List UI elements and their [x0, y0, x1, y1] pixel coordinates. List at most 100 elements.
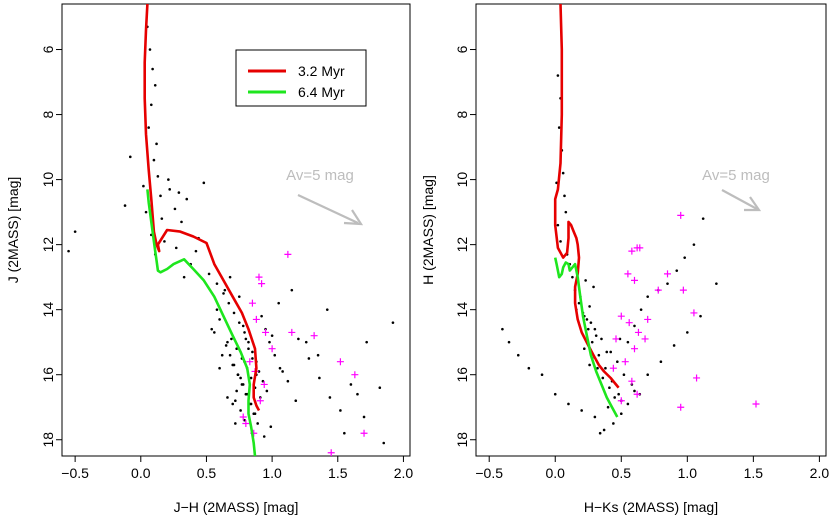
- left-star-point: [270, 334, 274, 337]
- left-star-point: [239, 409, 242, 412]
- left-plus-point: [248, 299, 256, 307]
- left-star-point: [123, 204, 127, 207]
- left-star-point: [356, 392, 359, 396]
- right-star-point: [659, 360, 663, 363]
- right-star-point: [622, 373, 626, 377]
- right-y-tick-label: 8: [454, 110, 470, 118]
- right-plus-point: [612, 335, 620, 343]
- left-plus-point: [336, 358, 344, 366]
- left-star-point: [224, 344, 228, 347]
- right-star-point: [507, 340, 511, 344]
- right-star-point: [586, 327, 590, 331]
- left-x-tick-label: 0.0: [131, 465, 151, 481]
- left-star-point: [281, 370, 284, 373]
- left-star-point: [247, 347, 250, 350]
- right-star-point: [646, 373, 649, 377]
- left-star-point: [304, 340, 308, 344]
- left-star-point: [218, 366, 221, 370]
- right-star-point: [606, 405, 610, 409]
- left-x-tick-label: 1.5: [328, 465, 348, 481]
- right-isochrone-3-2-myrline: [553, 4, 620, 389]
- right-star-point: [583, 347, 586, 350]
- left-star-point: [268, 340, 271, 344]
- left-panel-jh-vs-j: −0.5 0.0 0.5 1.0 1.5 2.0 6 8 10 12 14 16 18 J−H (2M…: [5, 3, 413, 515]
- left-star-point: [153, 83, 157, 87]
- left-plus-point: [246, 358, 254, 366]
- left-plus-point: [255, 273, 263, 281]
- left-plus-point: [252, 315, 260, 323]
- left-star-point: [239, 376, 242, 380]
- right-plus-point: [630, 345, 638, 353]
- left-star-point: [151, 67, 154, 71]
- right-star-point: [609, 350, 613, 354]
- right-star-point: [666, 282, 669, 285]
- right-star-point: [626, 340, 630, 344]
- left-star-point: [207, 272, 211, 276]
- right-star-point: [600, 337, 603, 341]
- left-star-point: [218, 318, 221, 321]
- left-star-point: [325, 308, 329, 311]
- left-legend: 3.2 Myr 6.4 Myr: [235, 49, 367, 107]
- right-star-point: [567, 402, 570, 406]
- right-x-tick-label: 1.5: [744, 465, 764, 481]
- legend-label-3-2-myr: 3.2 Myr: [298, 63, 345, 79]
- left-star-point: [168, 188, 171, 191]
- left-star-point: [73, 230, 77, 233]
- left-star-point: [251, 357, 254, 360]
- left-star-point: [228, 275, 232, 279]
- left-star-point: [222, 292, 225, 295]
- left-star-point: [257, 370, 261, 373]
- left-star-point: [67, 249, 70, 253]
- right-star-point: [613, 396, 616, 399]
- right-star-point: [553, 392, 557, 396]
- left-star-point: [316, 353, 320, 357]
- right-star-point: [626, 402, 630, 406]
- right-star-point: [602, 428, 606, 432]
- right-extinction-annotation: Av=5 mag: [702, 167, 770, 212]
- right-x-tick-label: 1.0: [678, 465, 698, 481]
- right-plus-point: [636, 244, 644, 252]
- right-star-point: [589, 321, 593, 324]
- right-plus-point: [752, 400, 760, 408]
- left-star-point: [232, 311, 236, 315]
- left-plus-point: [351, 371, 359, 379]
- left-star-point: [160, 217, 164, 220]
- right-star-point: [593, 415, 597, 419]
- right-plus-point: [628, 377, 636, 385]
- right-x-tick-label: 0.0: [546, 465, 566, 481]
- right-star-point: [585, 318, 589, 321]
- left-star-point: [182, 275, 186, 279]
- right-y-axis-ticks: 6 8 10 12 14 16 18: [454, 45, 476, 448]
- right-star-point: [596, 366, 599, 370]
- left-y-axis-ticks: 6 8 10 12 14 16 18: [40, 45, 62, 448]
- left-star-point: [247, 340, 250, 344]
- left-star-point: [318, 376, 321, 380]
- left-star-point: [128, 155, 132, 159]
- left-star-point: [249, 402, 253, 406]
- left-star-point: [243, 331, 246, 334]
- left-star-point: [297, 337, 300, 341]
- right-star-point: [571, 275, 574, 279]
- right-star-point: [639, 308, 643, 311]
- right-data-marks: [501, 4, 760, 435]
- left-star-point: [307, 357, 311, 360]
- left-plus-point: [360, 429, 368, 437]
- left-plot-frame: [61, 3, 411, 457]
- left-star-point: [235, 389, 238, 393]
- left-star-point: [223, 288, 227, 292]
- left-star-point: [215, 282, 219, 285]
- right-star-point: [601, 376, 605, 380]
- left-star-point: [269, 425, 273, 429]
- right-plus-point: [617, 397, 625, 405]
- left-star-point: [249, 376, 253, 380]
- right-x-tick-label: −0.5: [475, 465, 503, 481]
- left-extinction-annotation: Av=5 mag: [286, 167, 364, 226]
- right-panel-hks-vs-h: −0.5 0.0 0.5 1.0 1.5 2.0 6 8 10 12 14 16 18 H−Ks (2…: [420, 3, 829, 515]
- left-star-point: [278, 366, 282, 370]
- left-star-point: [349, 383, 353, 386]
- legend-box: [235, 49, 367, 107]
- right-x-axis-ticks: −0.5 0.0 0.5 1.0 1.5 2.0: [475, 456, 829, 481]
- left-star-point: [228, 353, 232, 357]
- left-star-point: [227, 301, 231, 305]
